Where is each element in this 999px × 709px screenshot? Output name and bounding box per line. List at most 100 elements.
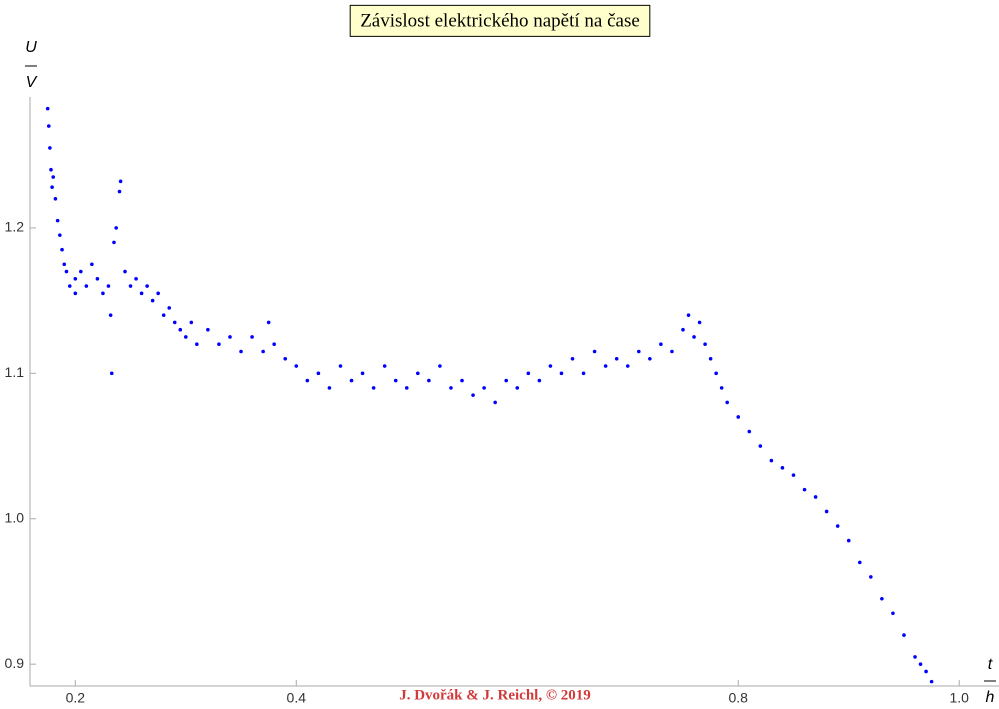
point: [272, 342, 276, 347]
point: [117, 189, 122, 194]
x-tick-label: 0.2: [66, 690, 86, 706]
point: [648, 356, 652, 361]
point: [570, 356, 575, 361]
point: [239, 349, 243, 354]
point: [515, 386, 520, 390]
point: [305, 378, 310, 383]
point: [261, 349, 265, 354]
point: [382, 364, 387, 368]
point: [51, 175, 56, 179]
point: [294, 364, 299, 368]
point: [73, 291, 78, 296]
point: [60, 247, 64, 252]
point: [114, 226, 118, 230]
point: [49, 167, 53, 172]
point: [603, 364, 608, 368]
point: [46, 124, 51, 128]
point: [393, 378, 398, 383]
point: [460, 378, 464, 383]
point: [703, 342, 707, 347]
point: [67, 284, 72, 288]
y-label-top: U: [25, 39, 37, 56]
point: [427, 378, 431, 383]
point: [835, 524, 840, 528]
point: [802, 487, 807, 492]
x-tick-label: 0.8: [729, 690, 749, 706]
point: [189, 320, 194, 325]
point: [73, 276, 78, 281]
point: [681, 327, 685, 332]
point: [548, 364, 553, 368]
point: [217, 342, 221, 347]
point: [79, 269, 83, 274]
point: [250, 335, 254, 339]
point: [559, 371, 564, 376]
point: [371, 386, 376, 390]
point: [150, 298, 155, 303]
point: [581, 371, 586, 376]
point: [404, 386, 409, 390]
point: [416, 371, 420, 376]
point: [846, 538, 851, 543]
point: [360, 371, 365, 376]
point: [338, 364, 343, 368]
point: [316, 371, 321, 376]
y-label-bottom: V: [26, 74, 38, 91]
point: [161, 313, 166, 317]
point: [869, 575, 873, 579]
point: [686, 313, 691, 317]
point: [769, 458, 774, 463]
point: [101, 291, 105, 296]
point: [183, 335, 188, 339]
point: [84, 284, 89, 288]
point: [493, 400, 497, 405]
point: [537, 378, 542, 383]
point: [139, 291, 144, 296]
point: [929, 679, 934, 684]
point: [206, 327, 210, 332]
point: [134, 276, 138, 281]
point: [45, 106, 50, 111]
point: [880, 596, 884, 601]
point: [48, 146, 52, 150]
point: [106, 284, 111, 288]
point: [64, 269, 69, 274]
point: [504, 378, 509, 383]
point: [156, 291, 160, 296]
x-label-bottom: h: [986, 689, 995, 706]
title-box: [349, 4, 651, 37]
point: [891, 611, 895, 616]
point: [614, 356, 619, 361]
point: [902, 633, 906, 637]
point: [167, 306, 172, 310]
point: [670, 349, 674, 354]
point: [109, 371, 114, 376]
point: [112, 240, 116, 245]
point: [95, 276, 100, 281]
point: [913, 655, 917, 659]
point: [123, 269, 127, 274]
point: [482, 386, 486, 390]
point: [758, 444, 763, 448]
point: [128, 284, 133, 288]
point: [145, 284, 149, 288]
y-tick-label: 1.1: [5, 364, 25, 380]
point: [172, 320, 177, 325]
point: [697, 320, 702, 325]
point: [55, 218, 60, 223]
point: [736, 415, 741, 419]
chart-title: Závislost elektrického napětí na čase: [360, 10, 640, 31]
point: [266, 320, 271, 325]
point: [791, 473, 796, 477]
y-tick-label: 1.0: [5, 509, 25, 525]
point: [725, 400, 729, 405]
point: [625, 364, 630, 368]
point: [228, 335, 232, 339]
y-tick-label: 1.2: [5, 219, 25, 235]
point: [747, 429, 752, 434]
x-label-top: t: [988, 656, 993, 673]
watermark: J. Dvořák & J. Reichl, © 2019: [399, 687, 591, 703]
point: [50, 185, 54, 189]
y-tick-label: 0.9: [5, 655, 25, 671]
